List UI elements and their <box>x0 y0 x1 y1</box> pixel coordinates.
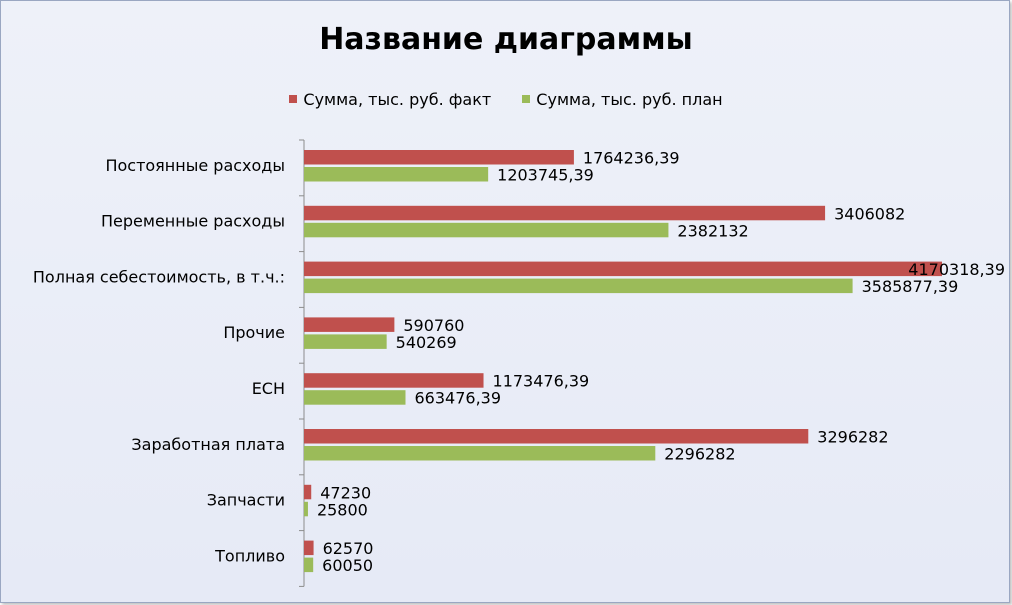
data-label-fact: 4170318,39 <box>908 260 1005 279</box>
bar-fact <box>304 205 826 221</box>
data-label-fact: 47230 <box>320 483 371 502</box>
data-label-fact: 590760 <box>403 316 464 335</box>
data-label-fact: 1764236,39 <box>583 149 680 168</box>
bar-fact <box>304 150 574 165</box>
data-label-plan: 663476,39 <box>415 389 502 408</box>
legend: Сумма, тыс. руб. факт Сумма, тыс. руб. п… <box>0 88 1012 109</box>
legend-item-fact: Сумма, тыс. руб. факт <box>289 90 491 109</box>
bar-fact <box>304 373 484 388</box>
data-label-fact: 3296282 <box>817 428 888 447</box>
legend-item-plan: Сумма, тыс. руб. план <box>522 89 723 109</box>
category-label: Заработная плата <box>131 435 285 454</box>
category-label: Запчасти <box>207 491 285 510</box>
data-label-fact: 1173476,39 <box>493 372 590 391</box>
bar-plan <box>304 167 489 182</box>
data-label-plan: 25800 <box>317 500 368 519</box>
data-label-plan: 2382132 <box>677 221 748 240</box>
bar-plan <box>304 390 406 405</box>
category-label: Полная себестоимость, в т.ч.: <box>33 267 285 286</box>
data-label-plan: 3585877,39 <box>862 277 959 296</box>
legend-label-plan: Сумма, тыс. руб. план <box>536 89 723 109</box>
legend-label-fact: Сумма, тыс. руб. факт <box>303 89 492 109</box>
bar-fact <box>304 484 312 500</box>
category-label: ЕСН <box>252 379 285 398</box>
bar-plan <box>304 501 308 517</box>
category-label: Переменные расходы <box>101 212 285 231</box>
bar-plan <box>304 278 853 294</box>
bar-plan <box>304 334 387 349</box>
data-label-fact: 62570 <box>323 539 374 558</box>
data-label-plan: 2296282 <box>664 445 735 464</box>
bar-fact <box>304 429 809 444</box>
bar-fact <box>304 261 942 277</box>
category-label: Постоянные расходы <box>105 156 285 175</box>
category-label: Прочие <box>223 323 285 342</box>
chart-title: Название диаграммы <box>319 22 693 57</box>
bar-plan <box>304 222 669 238</box>
bar-plan <box>304 557 314 573</box>
data-label-plan: 1203745,39 <box>497 166 594 185</box>
bar-fact <box>304 317 395 332</box>
bar-fact <box>304 540 314 556</box>
data-label-plan: 60050 <box>322 556 373 575</box>
bar-plan <box>304 446 656 461</box>
legend-swatch-plan <box>522 95 531 103</box>
data-label-plan: 540269 <box>396 333 457 352</box>
data-label-fact: 3406082 <box>834 204 905 223</box>
category-label: Топливо <box>214 546 285 565</box>
legend-swatch-fact <box>289 95 298 103</box>
